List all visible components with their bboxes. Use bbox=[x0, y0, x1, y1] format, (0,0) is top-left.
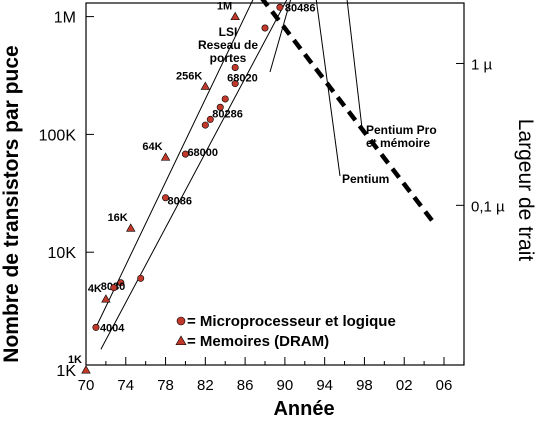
data-point-label: 4K bbox=[88, 283, 102, 295]
data-point-circle bbox=[110, 284, 118, 292]
annotation-text: LSI bbox=[219, 25, 238, 39]
legend-marker-triangle bbox=[175, 335, 187, 346]
x-tick-label: 02 bbox=[396, 377, 413, 394]
plot-frame bbox=[85, 2, 465, 366]
annotation-arrow bbox=[269, 0, 292, 73]
data-point-circle bbox=[181, 150, 189, 158]
data-point-circle bbox=[231, 63, 239, 71]
trend-lines bbox=[95, 0, 288, 350]
x-tick-label: 74 bbox=[117, 377, 134, 394]
data-point-triangle bbox=[200, 81, 211, 90]
data-point-label: 16K bbox=[108, 212, 128, 224]
legend-label: = Microprocesseur et logique bbox=[187, 313, 396, 330]
data-point-label: 1K bbox=[68, 354, 82, 366]
x-tick-label: 06 bbox=[436, 377, 453, 394]
trend-line bbox=[95, 0, 254, 328]
legend-marker-circle bbox=[176, 316, 186, 326]
x-tick-label: 70 bbox=[78, 377, 95, 394]
legend-label: = Memoires (DRAM) bbox=[187, 333, 329, 350]
data-point-label: 1M bbox=[217, 1, 232, 13]
data-point-circle bbox=[276, 3, 284, 11]
data-point-circle bbox=[206, 115, 214, 123]
data-point-triangle bbox=[230, 11, 240, 21]
y-tick-label: 10K bbox=[48, 245, 77, 262]
x-tick-label: 86 bbox=[237, 377, 254, 394]
data-point-circle bbox=[137, 274, 145, 282]
x-tick-label: 90 bbox=[277, 377, 294, 394]
data-points: 40048080808668000802866802080486Pentium … bbox=[68, 1, 316, 374]
axis-ticks: 707478828690949802061K10K100K1M10M100M1G… bbox=[39, 10, 505, 394]
data-point-triangle bbox=[126, 223, 136, 232]
data-point-label: 80286 bbox=[212, 108, 243, 120]
dashed-line bbox=[260, 0, 436, 225]
annotation-text: Pentium Pro bbox=[366, 123, 437, 137]
annotation-text: portes bbox=[210, 51, 247, 65]
data-point-circle bbox=[162, 194, 170, 202]
y-tick-label: 1M bbox=[54, 10, 76, 27]
trend-line bbox=[100, 0, 288, 350]
annotation-text: et mémoire bbox=[366, 136, 430, 150]
annotation-text: Reseau de bbox=[198, 38, 258, 52]
data-point-label: 8086 bbox=[168, 196, 192, 208]
legend: = Microprocesseur et logique = Memoires (… bbox=[175, 313, 396, 350]
x-tick-label: 98 bbox=[356, 377, 373, 394]
x-tick-label: 94 bbox=[316, 377, 333, 394]
annotation-text: Pentium bbox=[342, 172, 389, 186]
y2-tick-label: 1 µ bbox=[471, 56, 493, 73]
data-point-circle bbox=[201, 121, 209, 129]
data-point-circle bbox=[221, 95, 229, 103]
data-point-label: 256K bbox=[176, 70, 202, 82]
data-point-circle bbox=[216, 103, 224, 111]
x-tick-label: 82 bbox=[197, 377, 214, 394]
annotation-arrow bbox=[315, 0, 341, 177]
y-axis-label-right: Largeur de trait bbox=[514, 118, 537, 262]
data-point-circle bbox=[117, 279, 125, 287]
y-tick-label: 1K bbox=[56, 363, 76, 380]
data-point-circle bbox=[261, 24, 269, 32]
data-point-circle bbox=[92, 323, 100, 331]
data-point-triangle bbox=[101, 294, 111, 303]
data-point-label: 80486 bbox=[285, 2, 316, 14]
data-point-triangle bbox=[160, 152, 171, 161]
data-point-label: 4004 bbox=[100, 322, 125, 334]
data-point-circle bbox=[231, 80, 239, 88]
x-tick-label: 78 bbox=[157, 377, 174, 394]
feature-size-line bbox=[260, 0, 436, 225]
data-point-label: 64K bbox=[142, 141, 162, 153]
annotation-arrow bbox=[346, 0, 363, 129]
data-point-triangle bbox=[81, 365, 91, 374]
y-axis-label-left: Nombre de transistors par puce bbox=[0, 45, 23, 363]
x-axis-label: Année bbox=[273, 398, 335, 420]
y2-tick-label: 0,1 µ bbox=[471, 198, 505, 215]
data-point-label: 68000 bbox=[187, 147, 218, 159]
y-tick-label: 100K bbox=[39, 127, 77, 144]
data-point-label: 68020 bbox=[227, 73, 258, 85]
